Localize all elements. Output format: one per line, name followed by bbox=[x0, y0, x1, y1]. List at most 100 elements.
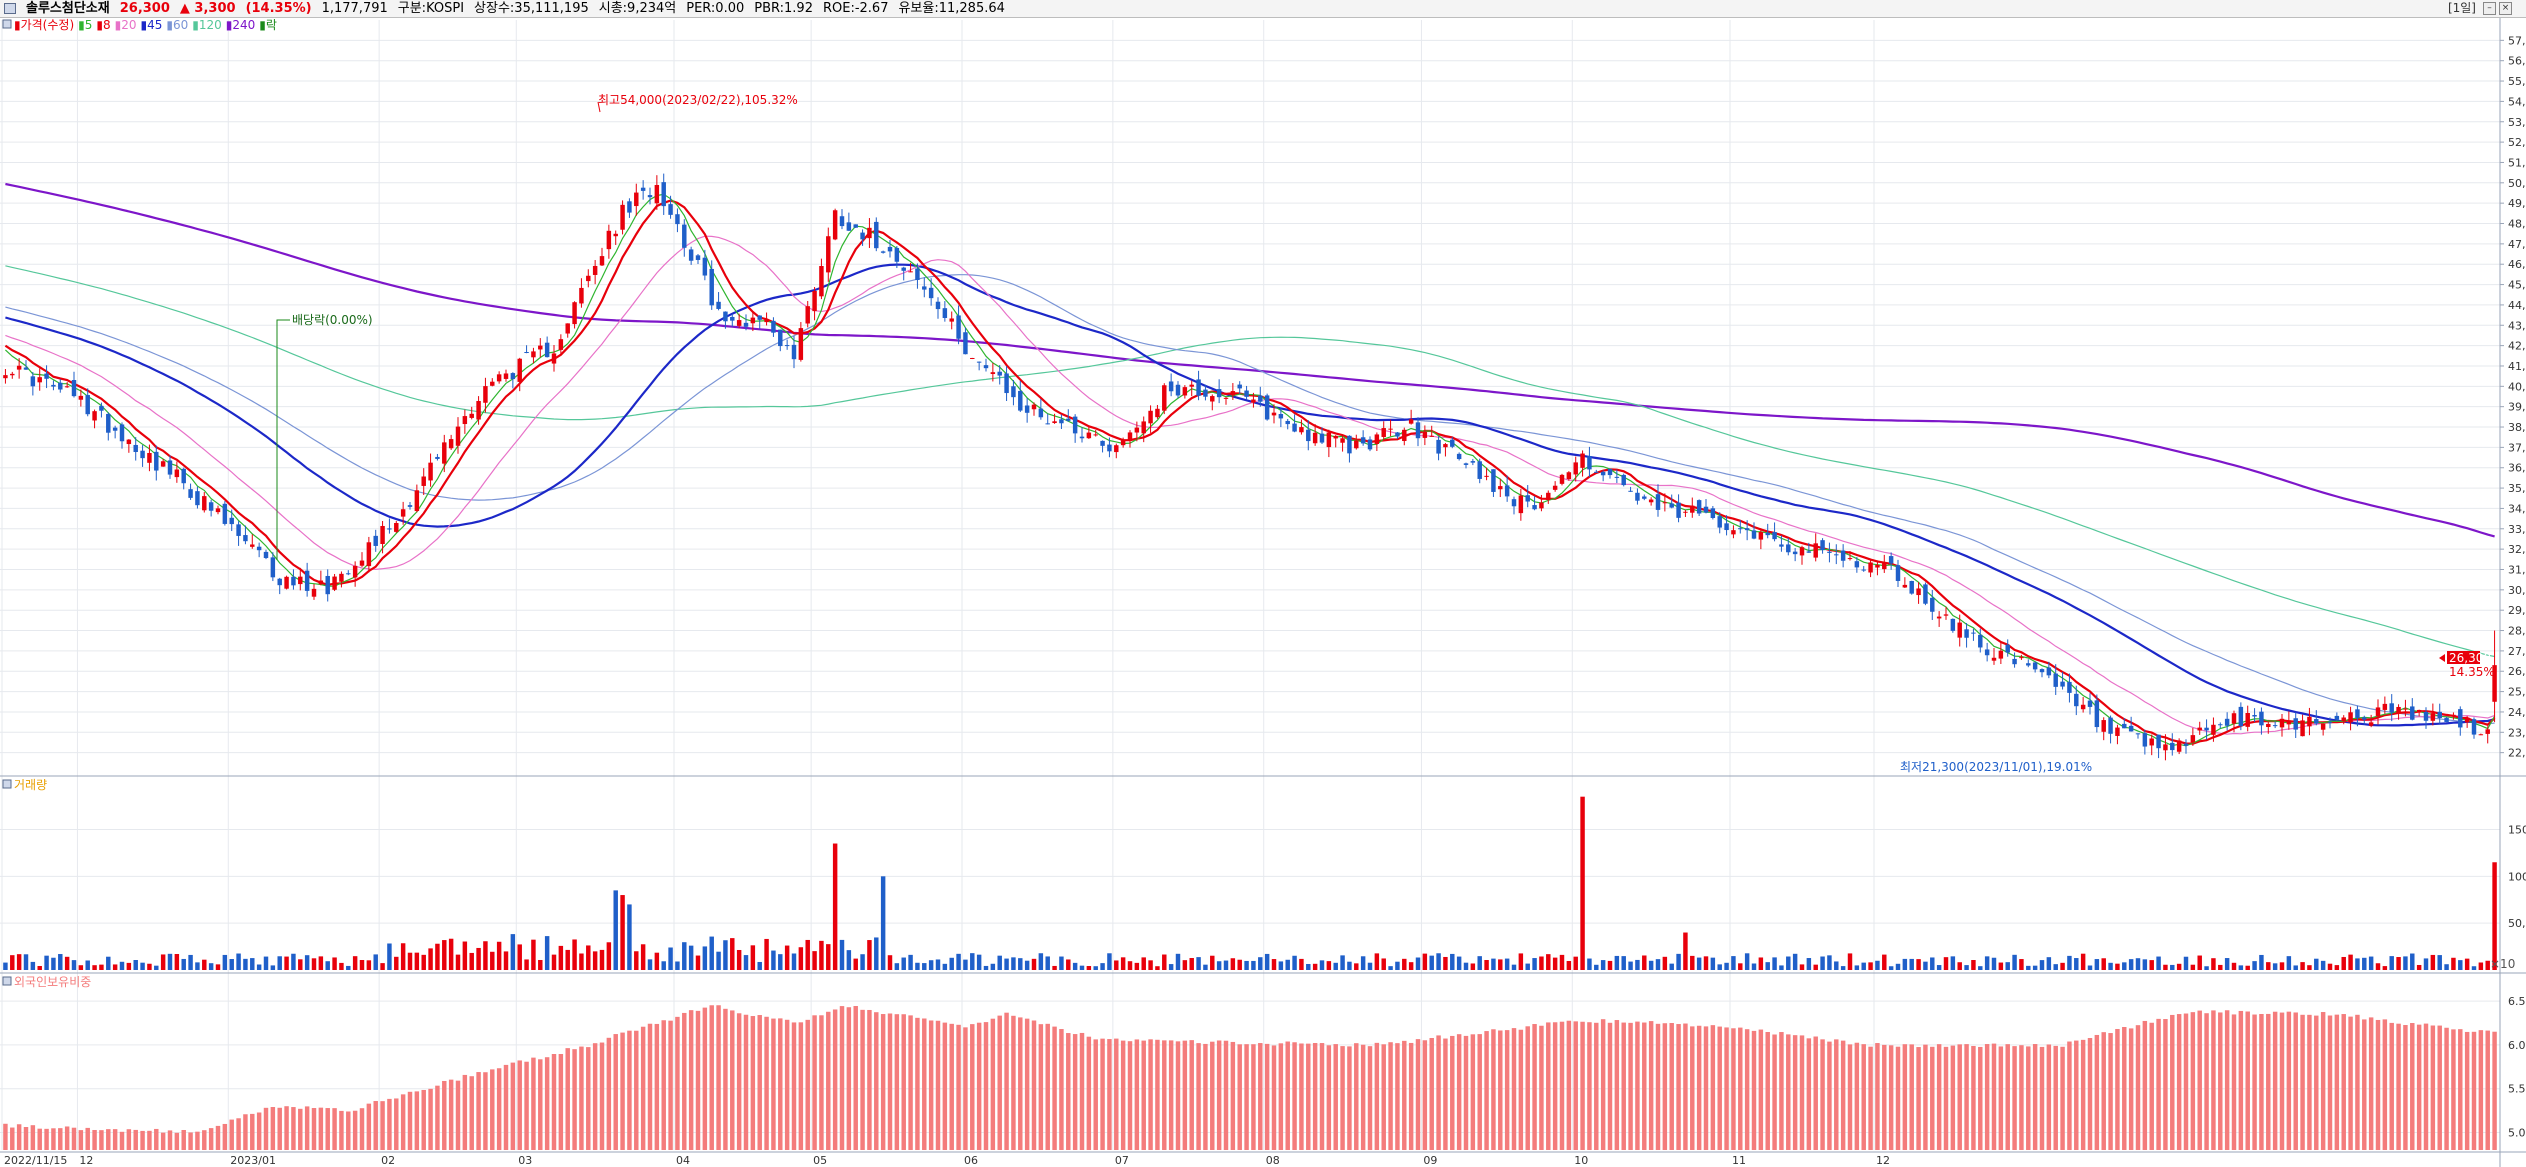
volume-bar bbox=[1477, 956, 1482, 970]
volume-bar bbox=[1066, 959, 1071, 970]
volume-bar bbox=[1923, 961, 1928, 970]
volume-bar bbox=[2067, 955, 2072, 970]
candle bbox=[10, 371, 15, 379]
candle-body bbox=[1326, 432, 1332, 448]
candle-body bbox=[2204, 727, 2209, 731]
foreign-bar bbox=[1717, 1026, 1722, 1150]
foreign-bar bbox=[1306, 1043, 1311, 1150]
candle-body bbox=[2478, 734, 2484, 736]
candle bbox=[743, 314, 749, 331]
candle-body bbox=[1388, 428, 1393, 430]
volume-bar bbox=[2231, 962, 2237, 970]
candle bbox=[510, 372, 516, 389]
foreign-bar bbox=[750, 1016, 756, 1150]
panel-toggle-icon[interactable] bbox=[2, 19, 12, 29]
volume-bar bbox=[2423, 958, 2429, 970]
candle-body bbox=[1484, 475, 1489, 477]
volume-bar bbox=[2204, 966, 2209, 970]
foreign-bar bbox=[716, 1005, 721, 1150]
candle bbox=[1950, 618, 1956, 633]
candle-body bbox=[757, 315, 762, 320]
candle-body bbox=[627, 201, 632, 213]
candle-body bbox=[928, 287, 934, 299]
candle bbox=[2163, 734, 2168, 761]
foreign-bar bbox=[1367, 1046, 1373, 1150]
foreign-bar bbox=[1991, 1043, 1997, 1150]
candle-body bbox=[2156, 734, 2161, 749]
candle-body bbox=[2320, 723, 2326, 730]
candle-body bbox=[92, 411, 97, 421]
market-type: 구분:KOSPI bbox=[397, 1, 465, 16]
candle-body bbox=[565, 323, 570, 334]
candle-body bbox=[819, 266, 824, 297]
foreign-bar bbox=[1347, 1046, 1352, 1150]
candle bbox=[1566, 471, 1572, 481]
candle bbox=[915, 263, 920, 289]
candle-body bbox=[1477, 461, 1482, 479]
foreign-bar bbox=[1923, 1044, 1928, 1150]
foreign-bar bbox=[2190, 1012, 2196, 1150]
foreign-bar bbox=[565, 1048, 570, 1150]
volume-bar bbox=[1031, 958, 1037, 970]
volume-bar bbox=[387, 943, 392, 970]
foreign-bar bbox=[2327, 1015, 2333, 1150]
candle bbox=[2362, 715, 2367, 725]
foreign-bar bbox=[256, 1112, 262, 1150]
volume-toggle-icon[interactable] bbox=[2, 779, 12, 789]
price-tick-label: 22,000 bbox=[2508, 747, 2526, 760]
volume-bar bbox=[30, 961, 36, 970]
minimize-icon[interactable]: – bbox=[2483, 2, 2496, 15]
candle-body bbox=[448, 439, 454, 449]
volume-bar bbox=[2437, 955, 2442, 970]
foreign-bar bbox=[2128, 1028, 2134, 1150]
candle-body bbox=[1306, 429, 1311, 442]
candle-body bbox=[1827, 551, 1832, 553]
volume-bar bbox=[1134, 962, 1140, 970]
volume-bar bbox=[1731, 956, 1736, 970]
candle bbox=[1744, 520, 1750, 541]
candle bbox=[791, 335, 797, 369]
volume-bar bbox=[400, 943, 406, 970]
foreign-bar bbox=[1491, 1029, 1496, 1150]
foreign-bar bbox=[976, 1022, 982, 1150]
period-selector[interactable]: [1일] bbox=[2447, 1, 2476, 15]
candle-body bbox=[640, 187, 646, 191]
candle bbox=[2080, 697, 2086, 713]
candle bbox=[1326, 429, 1332, 458]
volume-bar bbox=[743, 955, 749, 970]
legend-item: ▮45 bbox=[141, 18, 163, 32]
volume-bar bbox=[880, 876, 886, 970]
foreign-bar bbox=[1436, 1035, 1441, 1150]
volume-bar bbox=[188, 954, 193, 970]
foreign-toggle-icon[interactable] bbox=[2, 976, 12, 986]
candle bbox=[1052, 413, 1057, 424]
close-icon[interactable]: × bbox=[2499, 2, 2512, 15]
candle-body bbox=[2231, 713, 2237, 724]
window-menu-icon[interactable] bbox=[4, 3, 16, 14]
volume-bar bbox=[1909, 958, 1914, 970]
foreign-bar bbox=[2245, 1011, 2250, 1150]
foreign-bar bbox=[1868, 1046, 1873, 1150]
volume-bar bbox=[304, 955, 310, 970]
foreign-bar bbox=[1827, 1041, 1832, 1150]
candle bbox=[195, 486, 200, 509]
candle bbox=[832, 208, 838, 241]
candle-body bbox=[1066, 418, 1071, 421]
date-tick-label: 02 bbox=[381, 1154, 395, 1167]
stock-name[interactable]: 솔루스첨단소재 bbox=[26, 1, 110, 16]
volume-bar bbox=[1936, 965, 1942, 970]
candle-body bbox=[2238, 706, 2244, 727]
candle bbox=[284, 575, 289, 590]
foreign-bar bbox=[291, 1107, 296, 1150]
volume-bar bbox=[2341, 956, 2346, 970]
volume-bar bbox=[346, 965, 351, 970]
foreign-bar bbox=[880, 1014, 886, 1150]
candle-body bbox=[867, 227, 872, 239]
candle-body bbox=[1525, 495, 1530, 502]
foreign-bar bbox=[990, 1018, 996, 1150]
candle bbox=[1258, 386, 1263, 407]
volume-bar bbox=[1292, 955, 1297, 970]
foreign-bar bbox=[44, 1128, 49, 1150]
candle-body bbox=[1573, 462, 1578, 475]
